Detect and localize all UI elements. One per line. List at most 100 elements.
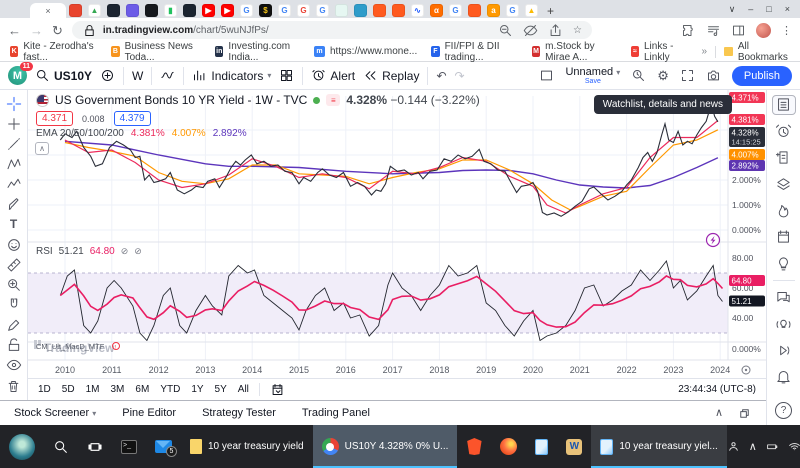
alarm-icon[interactable] (772, 122, 796, 141)
media-controls-icon[interactable] (706, 23, 721, 38)
chats-icon[interactable] (772, 288, 796, 307)
minimize-button[interactable]: – (748, 4, 753, 15)
forward-icon[interactable]: → (30, 24, 43, 37)
xabcd-pattern-icon[interactable] (3, 154, 25, 173)
tab-close-icon[interactable]: × (45, 6, 50, 16)
pinned-tab[interactable]: ▲ (525, 4, 538, 17)
timeframe-5Y[interactable]: 5Y (215, 384, 227, 395)
legend-collapse-button[interactable]: ∧ (35, 142, 49, 155)
help-button[interactable]: ? (772, 401, 796, 420)
user-menu-button[interactable]: M11 (8, 66, 27, 85)
trash-icon[interactable] (3, 377, 25, 396)
rsi-settings-icon[interactable]: ⊘ (134, 246, 142, 257)
bookmark-item[interactable]: mhttps://www.mone... (314, 46, 417, 57)
ask-value[interactable]: 4.379 (114, 111, 151, 126)
pinned-tab[interactable] (107, 4, 120, 17)
ruler-icon[interactable] (3, 255, 25, 274)
panel-maximize-icon[interactable] (737, 406, 752, 421)
taskbar-search-button[interactable] (44, 425, 78, 468)
draw-pencil-icon[interactable] (3, 316, 25, 335)
terminal-button[interactable]: >_ (112, 425, 146, 468)
pinned-tab[interactable]: G (278, 4, 291, 17)
settings-gear-icon[interactable]: ⚙ (657, 69, 669, 82)
timeframe-1D[interactable]: 1D (38, 384, 51, 395)
people-icon[interactable] (727, 440, 740, 453)
cross-icon[interactable] (3, 114, 25, 133)
timeframe-5D[interactable]: 5D (62, 384, 75, 395)
maximize-button[interactable]: □ (766, 4, 771, 15)
undo-button[interactable]: ↶ (436, 69, 446, 83)
bid-value[interactable]: 4.371 (36, 111, 73, 126)
tab-trading-panel[interactable]: Trading Panel (302, 407, 370, 419)
pinned-tab[interactable] (354, 4, 367, 17)
pinned-tab[interactable]: ▶ (221, 4, 234, 17)
mail-button[interactable]: 5 (146, 425, 181, 468)
task-view-button[interactable] (78, 425, 112, 468)
notepad-window-button[interactable]: 10 year treasury yiel... (591, 425, 726, 468)
pinned-tab[interactable]: a (487, 4, 500, 17)
lock-open-icon[interactable] (3, 336, 25, 355)
pinned-tab[interactable]: G (240, 4, 253, 17)
pinned-tab[interactable]: G (449, 4, 462, 17)
crosshair-icon[interactable] (3, 94, 25, 113)
bookmark-item[interactable]: inInvesting.com India... (215, 41, 300, 63)
trend-line-icon[interactable] (3, 134, 25, 153)
magnet-icon[interactable] (3, 295, 25, 314)
battery-icon[interactable] (766, 440, 779, 453)
pinned-tab[interactable] (373, 4, 386, 17)
bookmark-item[interactable]: ≈Links - Linkly (631, 41, 688, 63)
flag-symbol-icon[interactable]: ≡ (326, 94, 340, 106)
chart-style-button[interactable] (160, 68, 175, 83)
pinned-tab[interactable]: α (430, 4, 443, 17)
ema-legend[interactable]: EMA 20/50/100/200 4.381% 4.007% 2.892% (36, 128, 247, 139)
timeframe-1Y[interactable]: 1Y (191, 384, 203, 395)
pinned-tab[interactable] (183, 4, 196, 17)
timeframe-All[interactable]: All (238, 384, 249, 395)
layers-icon[interactable] (772, 174, 796, 193)
watchlist-icon[interactable] (772, 95, 796, 115)
pinned-tab[interactable]: $ (259, 4, 272, 17)
bookmark-item[interactable]: Mm.Stock by Mirae A... (532, 41, 617, 63)
bell-icon[interactable] (772, 367, 796, 386)
pinned-tab[interactable] (126, 4, 139, 17)
bookmark-item[interactable]: FFII/FPI & DII trading... (431, 41, 518, 63)
tab-strategy-tester[interactable]: Strategy Tester (202, 407, 276, 419)
extensions-icon[interactable] (681, 23, 696, 38)
pinned-tab[interactable]: ▲ (88, 4, 101, 17)
side-panel-icon[interactable] (731, 23, 746, 38)
quick-search-icon[interactable] (631, 68, 646, 83)
indicator-templates-button[interactable] (279, 68, 294, 83)
alert-button[interactable]: Alert (311, 68, 355, 83)
multichart-checkbox[interactable] (539, 68, 554, 83)
rsi-hide-icon[interactable]: ⊘ (121, 246, 129, 257)
zoom-in-icon[interactable] (3, 275, 25, 294)
layout-menu[interactable]: Unnamed ▾ Save (565, 67, 620, 85)
save-button[interactable]: Save (585, 78, 601, 85)
brave-button[interactable] (457, 425, 491, 468)
bookmark-item[interactable]: BBusiness News Toda... (111, 41, 201, 63)
eye-off-icon[interactable] (523, 23, 538, 38)
pinned-tab[interactable] (468, 4, 481, 17)
pinned-tab[interactable] (335, 4, 348, 17)
chart-clock[interactable]: 23:44:34 (UTC-8) (678, 384, 756, 395)
indicators-button[interactable]: Indicators▾ (192, 68, 271, 83)
pinned-tab[interactable] (69, 4, 82, 17)
brush-icon[interactable] (3, 195, 25, 214)
redo-button[interactable]: ↷ (455, 69, 465, 83)
replay-button[interactable]: Replay (363, 68, 419, 83)
url-bar[interactable]: in.tradingview.com/chart/5wuNJfPs/ ☆ (72, 21, 592, 39)
bulb-icon[interactable] (772, 254, 796, 273)
all-bookmarks-button[interactable]: All Bookmarks (724, 41, 790, 63)
start-button[interactable] (0, 425, 44, 468)
firefox-button[interactable] (491, 425, 526, 468)
share-icon[interactable] (548, 23, 563, 38)
reload-icon[interactable]: ↻ (52, 24, 63, 37)
publish-button[interactable]: Publish (732, 66, 792, 86)
chrome-window-button[interactable]: US10Y 4.328% 0% U... (313, 425, 458, 468)
profile-avatar[interactable] (756, 23, 771, 38)
calendar-icon[interactable] (772, 227, 796, 246)
tab-pine-editor[interactable]: Pine Editor (122, 407, 176, 419)
pinned-tab[interactable] (392, 4, 405, 17)
chart-title[interactable]: US Government Bonds 10 YR Yield - 1W - T… (55, 93, 307, 107)
notes-plus-icon[interactable] (772, 148, 796, 167)
